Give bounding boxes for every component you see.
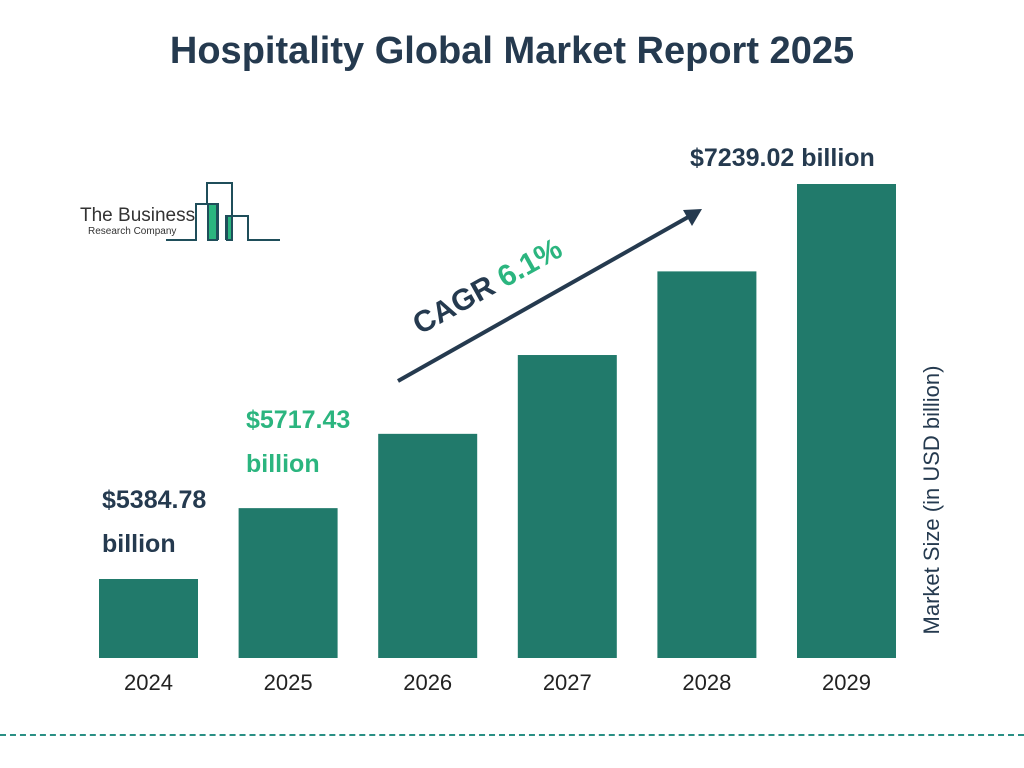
x-tick-label: 2026 <box>403 670 452 695</box>
bar-2024 <box>99 579 198 658</box>
divider <box>0 734 1024 736</box>
logo-text: The Business <box>80 205 196 226</box>
bar-2029 <box>797 184 896 658</box>
bar-2025 <box>238 508 338 658</box>
data-label-2024: $5384.78 billion <box>102 486 207 558</box>
bar-2028 <box>657 271 757 658</box>
x-tick-label: 2029 <box>822 670 871 695</box>
y-axis-label: Market Size (in USD billion) <box>919 365 944 635</box>
logo-icon <box>166 182 280 241</box>
logo-subtext: Research Company <box>88 226 177 237</box>
cagr-arrow <box>397 209 702 383</box>
x-tick-label: 2028 <box>682 670 731 695</box>
cagr-label: CAGR 6.1% <box>407 232 567 341</box>
x-tick-label: 2024 <box>124 670 173 695</box>
chart-title: Hospitality Global Market Report 2025 <box>169 30 855 72</box>
x-tick-label: 2025 <box>264 670 313 695</box>
bar-2027 <box>517 355 617 658</box>
data-label-2029: $7239.02 billion <box>690 144 875 172</box>
x-tick-label: 2027 <box>543 670 592 695</box>
bar-2026 <box>378 433 478 658</box>
data-label-2025: $5717.43 billion <box>246 406 351 478</box>
